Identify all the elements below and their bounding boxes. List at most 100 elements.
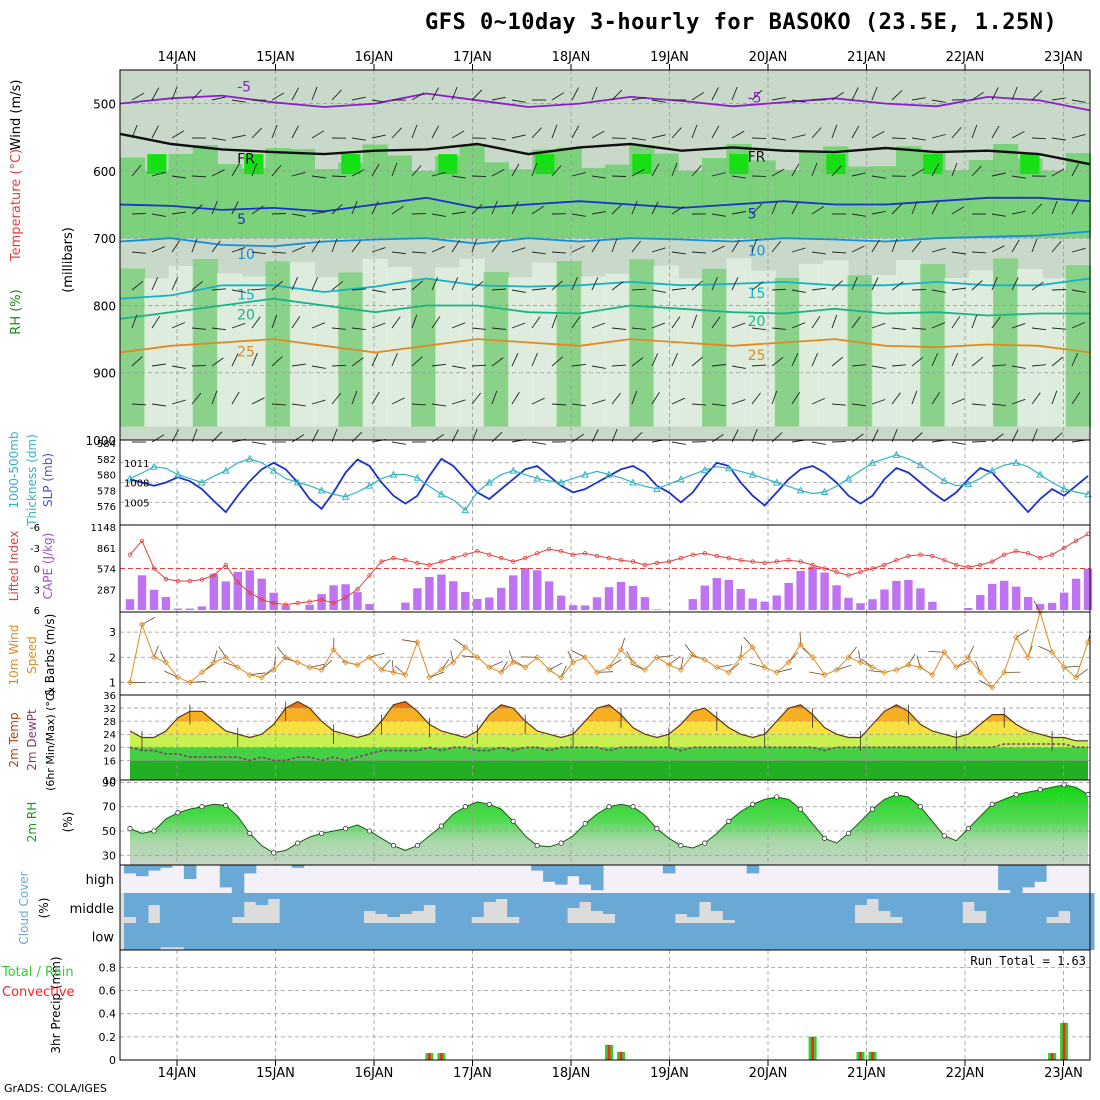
rh-band-low [580, 276, 606, 427]
wind-barb [1011, 175, 1026, 179]
surface-wind-barb [808, 671, 825, 676]
wind10m-panel [120, 600, 1092, 695]
contour-label: FR [748, 149, 766, 165]
wind-barb [851, 87, 859, 101]
wind-barb [791, 134, 806, 139]
cape-bar [425, 577, 434, 610]
wind-barb [431, 434, 445, 443]
wind-barb [971, 280, 983, 291]
wind-barb [171, 240, 181, 253]
wind-barb [751, 89, 763, 101]
wind-marker [546, 666, 553, 673]
wind-barb [991, 213, 1006, 217]
date-label-top: 21JAN [847, 50, 886, 65]
wind-marker [534, 654, 541, 661]
wind-barb [131, 356, 143, 367]
rh-band-low [1041, 278, 1067, 427]
cloud-bar-high [567, 865, 580, 877]
contour-label: 20 [748, 314, 766, 330]
date-label-bottom: 23JAN [1044, 1066, 1083, 1081]
cloud-bar-middle [579, 893, 592, 902]
thickness-marker [988, 466, 997, 474]
rh-marker [630, 804, 636, 810]
wind-barb [651, 99, 666, 103]
wind-barb [851, 316, 861, 329]
wind-barb [1031, 238, 1038, 253]
wind-barb [871, 322, 886, 329]
thickness-marker [748, 470, 757, 478]
rh-band-green [411, 170, 437, 239]
cloud-bar-high [591, 865, 604, 891]
wind-marker [713, 664, 720, 671]
li-marker [487, 552, 492, 557]
cape-bar [209, 573, 218, 610]
wind-barb [271, 251, 286, 254]
wind-barb [411, 280, 423, 291]
pressure-tick-label: 500 [93, 98, 116, 112]
wind-barb [151, 87, 160, 101]
wind-barb [151, 403, 166, 407]
cloud-bar-low [902, 923, 915, 950]
rh-band-green [168, 154, 194, 239]
temperature-contour [119, 132, 1091, 166]
li-marker [738, 558, 743, 563]
wind-barb [991, 245, 1005, 253]
rh-tick-label: 30 [102, 849, 116, 862]
cloud-bar-low [183, 923, 197, 950]
wind-barb [691, 356, 703, 367]
slp-tick-label: 1011 [124, 459, 149, 470]
wind-marker [845, 654, 852, 661]
cloud-bar-low [483, 923, 496, 950]
cloud-bar-middle [650, 893, 664, 923]
wind-speed-line [129, 610, 1089, 689]
thickness-marker [653, 484, 661, 492]
wind-marker [737, 654, 744, 661]
wind-barb [411, 403, 427, 406]
rh-band-low [944, 278, 970, 427]
wind-barb [631, 137, 646, 141]
rh-band-low [144, 278, 170, 427]
cape-bar [604, 587, 614, 610]
panel-ylabel: 2m Temp [7, 712, 21, 767]
cloud-bar-middle [830, 893, 844, 923]
wind-barb [751, 137, 767, 139]
wind-marker [629, 659, 637, 666]
cloud-bar-low [219, 923, 233, 950]
cloud-row-bg [120, 865, 1090, 893]
pressure-tick-label: 800 [93, 299, 116, 313]
wind-barb [931, 134, 946, 139]
contour-label: 10 [748, 244, 766, 260]
li-marker [690, 552, 695, 557]
cape-tick-label: 287 [97, 585, 116, 596]
dewpoint-line [129, 743, 1088, 762]
wind-barb [731, 130, 745, 139]
surface-wind-barb [1075, 668, 1089, 678]
cloud-bar-middle [519, 893, 532, 923]
wind-barb [551, 356, 563, 367]
li-marker [451, 555, 456, 561]
cape-bar [580, 605, 590, 610]
cloud-bar-middle [854, 893, 867, 905]
cape-bar [137, 575, 147, 610]
wind-barb [731, 365, 746, 369]
wind-barb [131, 92, 145, 101]
wind-barb [851, 433, 864, 443]
wind-barb [951, 251, 966, 255]
wind-barb [851, 403, 866, 407]
thickness-tick-label: 584 [97, 439, 116, 450]
surface-wind-barb [861, 658, 873, 668]
wind-barb [271, 124, 278, 139]
wind-barb [391, 251, 406, 255]
wind-marker [234, 664, 241, 671]
cloud-bar-high [183, 865, 197, 879]
wind-barb [131, 314, 138, 329]
wind-barb [671, 287, 686, 291]
wind-barb [871, 86, 878, 101]
li-marker [511, 559, 516, 564]
wind-barb [811, 353, 819, 367]
wind-marker [366, 654, 373, 661]
wind-barb [1071, 289, 1086, 293]
wind-barb [171, 399, 186, 405]
wind-barb [971, 251, 987, 254]
cape-bar [700, 585, 709, 610]
